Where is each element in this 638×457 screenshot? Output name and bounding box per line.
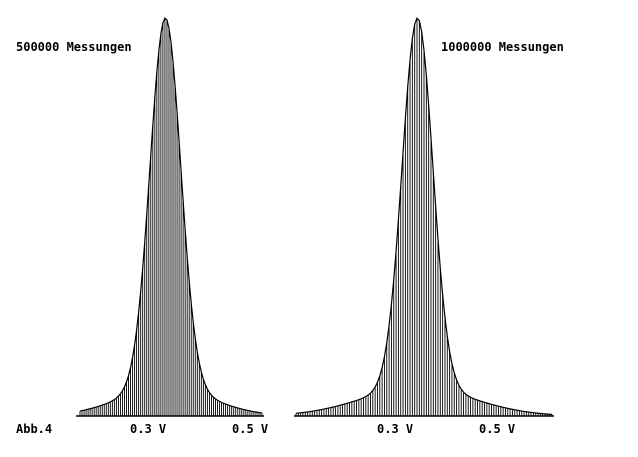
left-tick-label-1: 0.5 V bbox=[232, 422, 268, 436]
right-histogram: 1000000 Messungen 0.3 V 0.5 V bbox=[294, 17, 564, 436]
figure-label: Abb.4 bbox=[16, 422, 52, 436]
right-chart-title: 1000000 Messungen bbox=[441, 40, 564, 54]
left-histogram-outline bbox=[79, 17, 263, 414]
right-bars bbox=[295, 17, 553, 416]
right-tick-label-0: 0.3 V bbox=[377, 422, 413, 436]
left-chart-title: 500000 Messungen bbox=[16, 40, 132, 54]
right-tick-label-1: 0.5 V bbox=[479, 422, 515, 436]
right-histogram-outline bbox=[295, 17, 553, 416]
left-bars bbox=[79, 17, 263, 416]
left-histogram: 500000 Messungen 0.3 V 0.5 V bbox=[16, 17, 268, 436]
left-tick-label-0: 0.3 V bbox=[130, 422, 166, 436]
